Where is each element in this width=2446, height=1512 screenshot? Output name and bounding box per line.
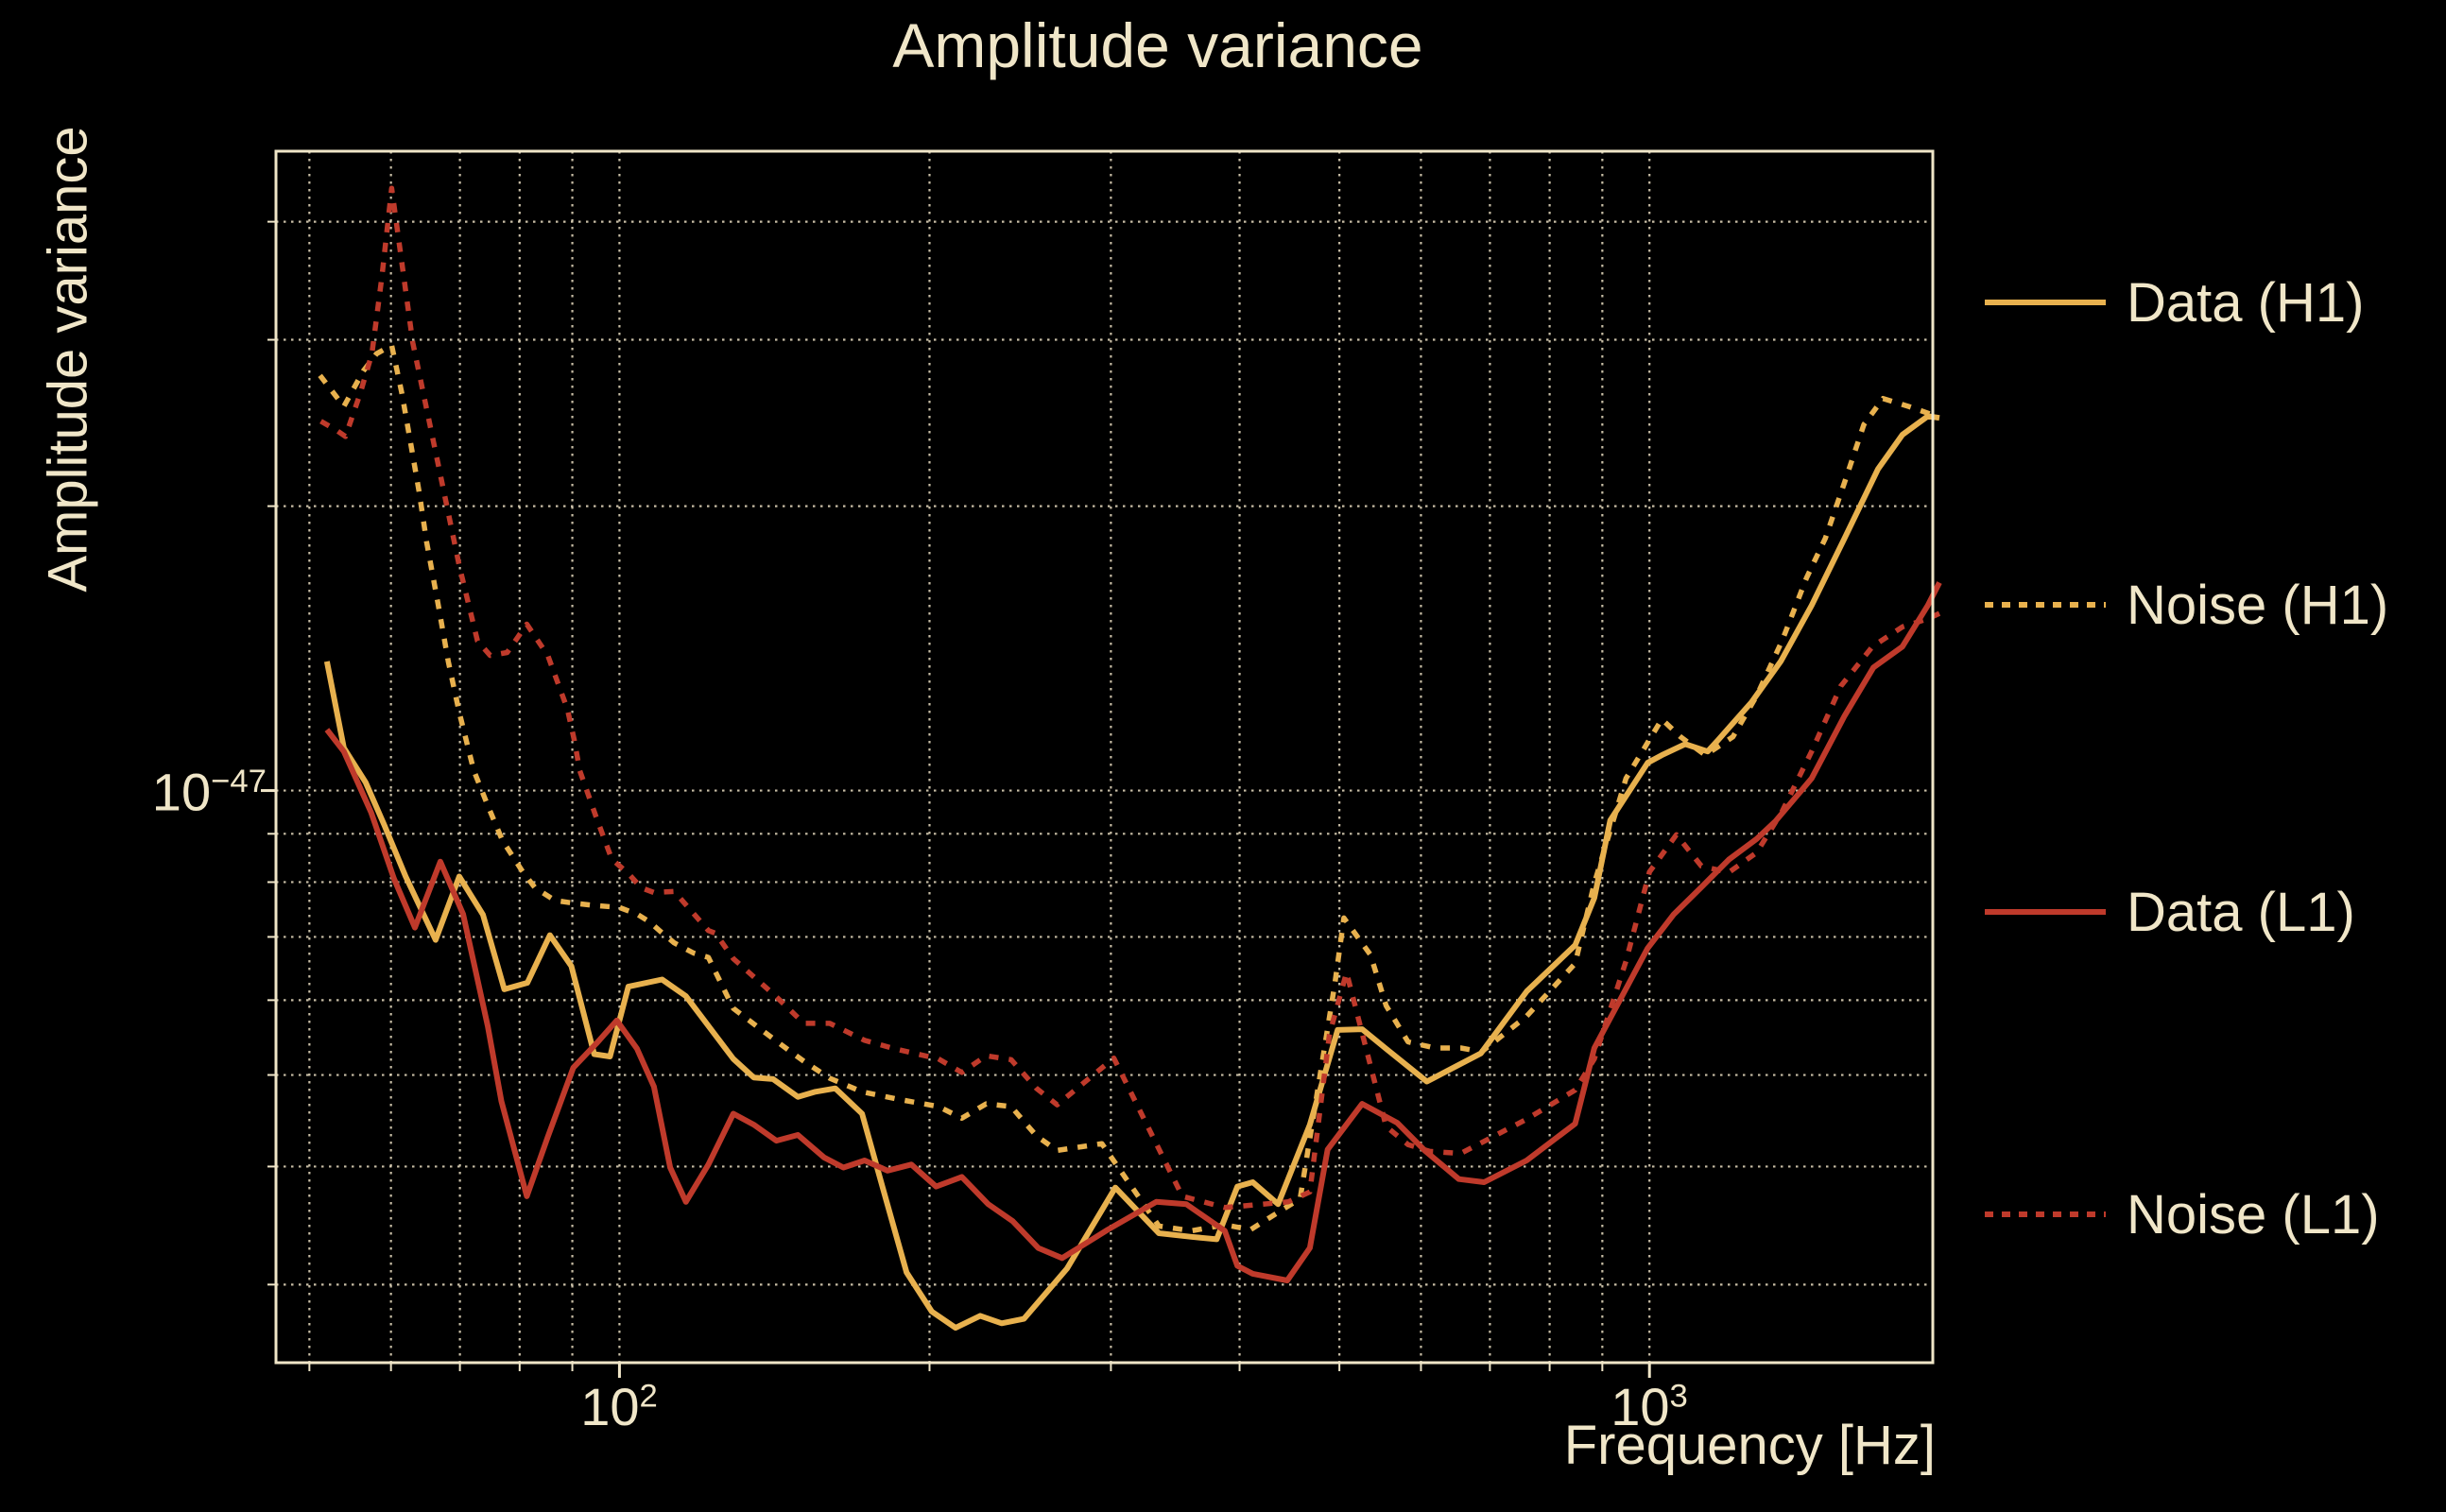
legend-dotted-line-swatch xyxy=(1985,602,2106,608)
legend-label: Data (H1) xyxy=(2127,271,2365,334)
x-tick-label-100: 102 xyxy=(580,1376,658,1437)
x-tick-label-1000: 103 xyxy=(1611,1376,1688,1437)
x-axis-label: Frequency [Hz] xyxy=(1563,1415,1936,1476)
legend-dotted-line-swatch xyxy=(1985,1211,2106,1217)
y-axis-label: Amplitude variance xyxy=(37,126,99,593)
legend-item-noise-l1-: Noise (L1) xyxy=(1985,1181,2380,1247)
axes-frame xyxy=(274,149,1935,1365)
legend-label: Noise (L1) xyxy=(2127,1183,2380,1246)
series-line-noise-l1- xyxy=(319,185,1941,1211)
legend-item-data-l1-: Data (L1) xyxy=(1985,879,2355,945)
legend-item-noise-h1-: Noise (H1) xyxy=(1985,572,2388,638)
y-tick-exp: −47 xyxy=(211,763,267,799)
legend-label: Data (L1) xyxy=(2127,881,2355,943)
legend-label: Noise (H1) xyxy=(2127,574,2389,636)
legend-solid-line-swatch xyxy=(1985,909,2106,915)
x-tick-100-base: 10 xyxy=(580,1377,640,1436)
x-tick-1000-exp: 3 xyxy=(1669,1378,1688,1415)
legend-item-data-h1-: Data (H1) xyxy=(1985,269,2364,335)
x-tick-100-exp: 2 xyxy=(639,1378,658,1415)
series-line-noise-h1- xyxy=(318,342,1933,1234)
chart-title: Amplitude variance xyxy=(892,10,1423,80)
series-line-data-l1- xyxy=(324,581,1942,1283)
y-tick-base: 10 xyxy=(151,762,212,822)
legend-solid-line-swatch xyxy=(1985,300,2106,305)
series-line-data-h1- xyxy=(323,413,1940,1332)
x-tick-1000-base: 10 xyxy=(1611,1377,1670,1436)
y-tick-label-1e-47: 10−47 xyxy=(152,762,267,823)
